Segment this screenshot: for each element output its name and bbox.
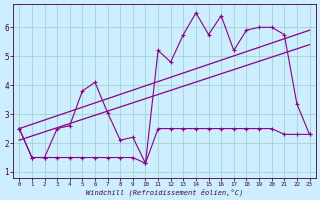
X-axis label: Windchill (Refroidissement éolien,°C): Windchill (Refroidissement éolien,°C) <box>86 188 243 196</box>
